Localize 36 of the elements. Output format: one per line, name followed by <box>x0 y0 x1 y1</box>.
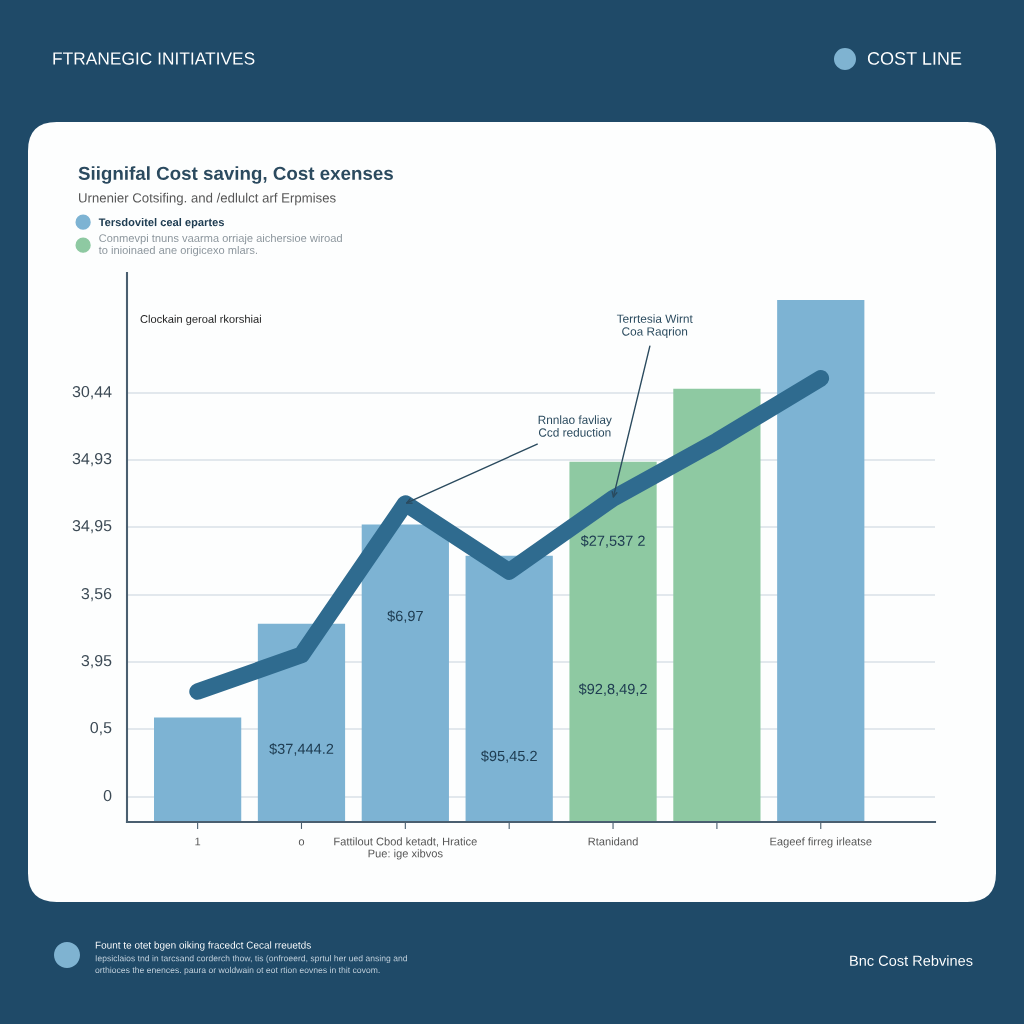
bar <box>673 388 761 822</box>
text: 34,95 <box>72 519 112 534</box>
annotation: Terrtesia Wirnt Coa Raqrion <box>616 314 693 338</box>
bar <box>569 461 657 822</box>
x-tick-label: Rtanidand <box>588 837 638 846</box>
y-axis-title: Clockain geroal rkorshiai <box>140 314 261 326</box>
x-tick-label: 1 <box>195 837 201 846</box>
text: 0,5 <box>90 721 112 736</box>
bar <box>465 555 553 822</box>
text: Iepsiclaios tnd in tarcsand corderch thow, tis (onfroeerd, sprtul her ued ansing and orthioces the enences. paura or woldwain ot eot rtion eovnes in thit covom. <box>95 955 408 975</box>
chart-title: Siignifal Cost saving, Cost exenses <box>78 166 393 184</box>
text: 0 <box>103 789 112 802</box>
text: 3,56 <box>81 587 112 602</box>
legend-label: Tersdovitel ceal epartes <box>98 218 224 229</box>
bar <box>361 524 449 822</box>
chart-subtitle: Urnenier Cotsifing. and /edlulct arf Erpmises <box>79 192 336 206</box>
text: Fount te otet bgen oiking fracedct Cecal rreuetds <box>95 941 311 951</box>
x-tick-label: Eageef firreg irleatse <box>770 837 872 848</box>
text: Bnc Cost Rebvines <box>850 955 973 966</box>
annotation: $37,444.2 <box>269 743 334 756</box>
text: 34,93 <box>72 452 112 467</box>
bar <box>257 623 346 822</box>
annotation: $92,8,49,2 <box>578 683 647 696</box>
annotation: $27,537 2 <box>580 534 645 548</box>
text: 30,44 <box>72 385 112 400</box>
text: FTRANEGIC INITIATIVES <box>53 52 255 65</box>
annotation: $95,45.2 <box>480 750 537 763</box>
x-tick-label: o <box>298 839 305 846</box>
annotation: $6,97 <box>387 610 423 623</box>
x-tick-label: Fattilout Cbod ketadt, Hratice Pue: ige xibvos <box>334 837 477 860</box>
bar <box>777 300 865 822</box>
text: COST LINE <box>867 52 962 65</box>
text: 3,95 <box>81 654 112 669</box>
bar <box>154 717 242 822</box>
annotation: Rnnlao favliay Ccd reduction <box>538 415 612 437</box>
legend-label: Conmevpi tnuns vaarma orriaje aichersioe wiroad to inioinaed ane origicexo mlars. <box>98 233 342 257</box>
